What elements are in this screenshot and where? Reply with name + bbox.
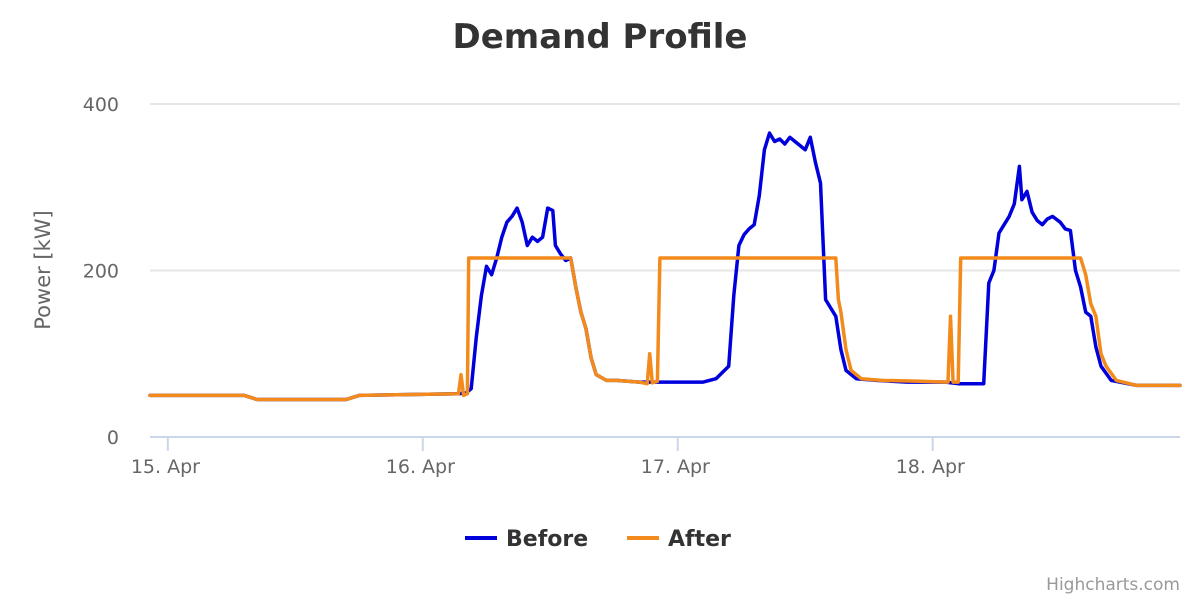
credits-link[interactable]: Highcharts.com (1046, 575, 1180, 595)
series-line-before[interactable] (148, 131, 1182, 402)
grid-lines: 0 200 400 (83, 94, 1180, 449)
y-axis-title: Power [kW] (31, 210, 55, 329)
legend-item-after[interactable]: After (627, 527, 731, 552)
y-tick-label-200: 200 (83, 261, 119, 283)
x-axis: 15. Apr 16. Apr 17. Apr 18. Apr (131, 436, 1180, 478)
y-tick-label-0: 0 (107, 427, 119, 449)
legend-label-before: Before (506, 527, 588, 552)
plot-area (148, 131, 1182, 402)
series-line-after[interactable] (148, 256, 1182, 402)
x-tick-label-3: 18. Apr (896, 456, 965, 478)
legend-label-after: After (668, 527, 731, 552)
legend-item-before[interactable]: Before (465, 527, 588, 552)
x-tick-label-2: 17. Apr (641, 456, 710, 478)
y-tick-label-400: 400 (83, 94, 119, 116)
x-tick-label-0: 15. Apr (131, 456, 200, 478)
chart-title: Demand Profile (453, 17, 748, 57)
legend: Before After (465, 527, 731, 552)
x-tick-label-1: 16. Apr (386, 456, 455, 478)
